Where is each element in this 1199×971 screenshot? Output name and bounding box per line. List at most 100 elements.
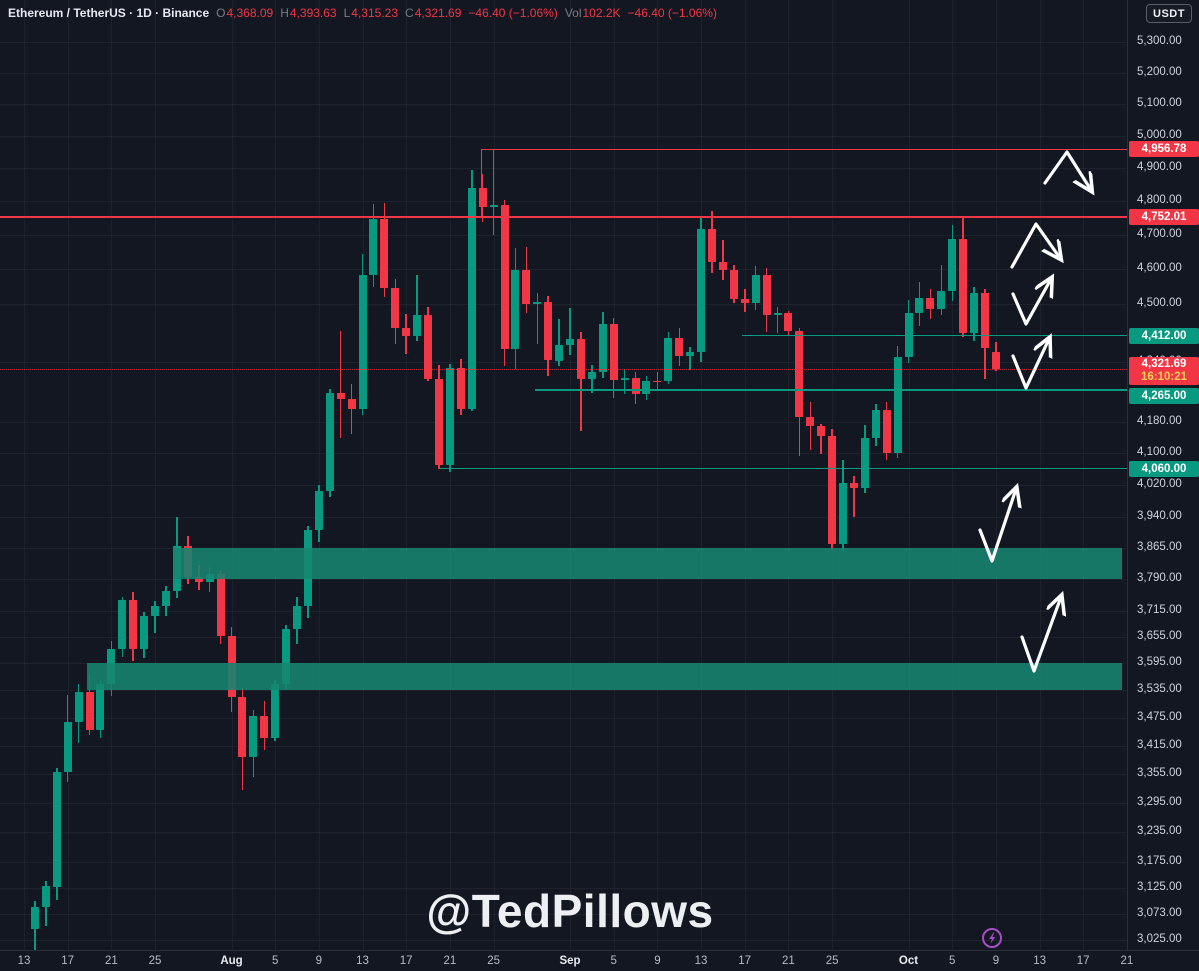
- time-axis[interactable]: 13 17 21 25 Aug 5 9 13 17 21 25 Sep 5 9 13 17 21 25 Oct 5 9 1…: [0, 950, 1199, 971]
- price-tick-label: 4,500.00: [1137, 297, 1182, 310]
- time-tick-label: Sep: [559, 955, 581, 967]
- candle-body: [609, 324, 618, 381]
- v-gridline: [24, 0, 25, 950]
- time-tick-label: Oct: [898, 955, 919, 967]
- price-tick-label: 4,020.00: [1137, 477, 1182, 490]
- candle-body: [391, 288, 400, 329]
- price-level-line[interactable]: [0, 216, 1127, 218]
- candle-body: [981, 293, 989, 348]
- v-gridline: [406, 0, 408, 950]
- price-tick-label: 3,655.00: [1137, 629, 1182, 642]
- v-gridline: [449, 0, 451, 950]
- symbol-title[interactable]: Ethereum / TetherUS · 1D · Binance: [8, 6, 210, 20]
- price-tick-label: 5,100.00: [1137, 96, 1182, 109]
- price-level-line[interactable]: [535, 389, 1127, 391]
- v-gridline: [788, 0, 790, 950]
- h-gridline: [0, 516, 1127, 518]
- h-gridline: [0, 362, 1127, 363]
- candle-body: [675, 338, 684, 357]
- price-level-line[interactable]: [742, 335, 1127, 337]
- candle-wick: [350, 383, 353, 435]
- candle-wick: [339, 331, 342, 438]
- candle-body: [478, 188, 487, 207]
- candle-body: [740, 298, 749, 304]
- candle-body: [653, 380, 662, 382]
- candle-body: [74, 691, 83, 723]
- price-tick-label: 4,100.00: [1137, 446, 1182, 458]
- legend-value: 4,321.69: [414, 6, 462, 20]
- price-tick-label: 4,700.00: [1137, 227, 1182, 240]
- h-gridline: [0, 42, 1127, 44]
- watermark-handle: @TedPillows: [426, 885, 714, 937]
- time-tick-label: 21: [104, 955, 118, 967]
- price-tick-label: 3,073.00: [1137, 907, 1182, 920]
- v-gridline: [908, 0, 910, 950]
- chart-plot-area[interactable]: [0, 0, 1127, 950]
- candle-body: [140, 616, 149, 650]
- candle-body: [533, 301, 542, 304]
- h-gridline: [0, 234, 1127, 236]
- candle-body: [162, 590, 170, 606]
- candle-body: [260, 716, 269, 738]
- time-tick-label: 13: [694, 955, 708, 967]
- candle-body: [751, 274, 760, 304]
- candle-wick: [558, 319, 560, 367]
- price-axis[interactable]: 5,300.00 5,200.00 5,100.00 5,000.00 4,900.00…: [1127, 0, 1199, 950]
- candle-body: [489, 204, 498, 207]
- v-gridline: [657, 0, 659, 950]
- candle-body: [959, 238, 968, 333]
- candle-body: [314, 490, 323, 530]
- supply-demand-zone[interactable]: [173, 547, 1122, 579]
- price-tick-label: 3,940.00: [1137, 509, 1182, 522]
- candle-wick: [580, 332, 582, 431]
- price-tick-label: 3,025.00: [1137, 932, 1182, 945]
- time-tick-label: Aug: [220, 955, 243, 967]
- candle-body: [937, 290, 946, 309]
- supply-demand-zone[interactable]: [87, 663, 1122, 691]
- h-gridline: [0, 832, 1127, 834]
- candle-body: [522, 269, 531, 304]
- candle-body: [336, 392, 345, 400]
- candle-body: [915, 298, 924, 313]
- candle-body: [566, 338, 574, 345]
- candle-body: [456, 367, 465, 409]
- candle-body: [151, 605, 159, 617]
- h-gridline: [0, 103, 1127, 105]
- candle-body: [631, 378, 640, 395]
- h-gridline: [0, 167, 1127, 169]
- v-gridline: [1039, 0, 1041, 950]
- candle-body: [424, 315, 432, 379]
- v-gridline: [613, 0, 615, 950]
- candle-body: [860, 437, 869, 489]
- lightning-event-icon[interactable]: [981, 927, 1003, 949]
- h-gridline: [0, 135, 1127, 137]
- candle-body: [882, 409, 891, 453]
- candle-body: [904, 313, 913, 357]
- v-gridline: [155, 0, 156, 950]
- time-tick-label: 9: [992, 955, 1000, 967]
- candle-body: [817, 425, 826, 437]
- time-tick-label: 17: [399, 955, 413, 967]
- legend-value: 102.2K: [582, 6, 621, 20]
- candle-body: [30, 906, 39, 929]
- price-tick-label: 3,865.00: [1137, 540, 1182, 553]
- h-gridline: [0, 453, 1127, 454]
- price-level-line[interactable]: [440, 468, 1127, 470]
- v-gridline: [318, 0, 320, 950]
- candle-body: [347, 399, 356, 409]
- price-level-anchor: [481, 149, 483, 217]
- legend-value: −46.40 (−1.06%): [468, 6, 558, 20]
- time-tick-label: 5: [948, 955, 956, 967]
- quote-currency-button[interactable]: USDT: [1146, 4, 1192, 23]
- symbol-legend[interactable]: Ethereum / TetherUS · 1D · Binance O4,368…: [8, 6, 724, 20]
- legend-value: C: [405, 6, 414, 20]
- price-tick-label: 5,200.00: [1137, 65, 1182, 78]
- candle-body: [849, 482, 858, 489]
- price-tick-label: 3,595.00: [1137, 656, 1182, 669]
- candle-wick: [853, 475, 855, 518]
- time-tick-label: 9: [654, 955, 661, 967]
- candle-body: [839, 482, 847, 545]
- candle-wick: [722, 239, 724, 281]
- price-level-line[interactable]: [481, 148, 1127, 151]
